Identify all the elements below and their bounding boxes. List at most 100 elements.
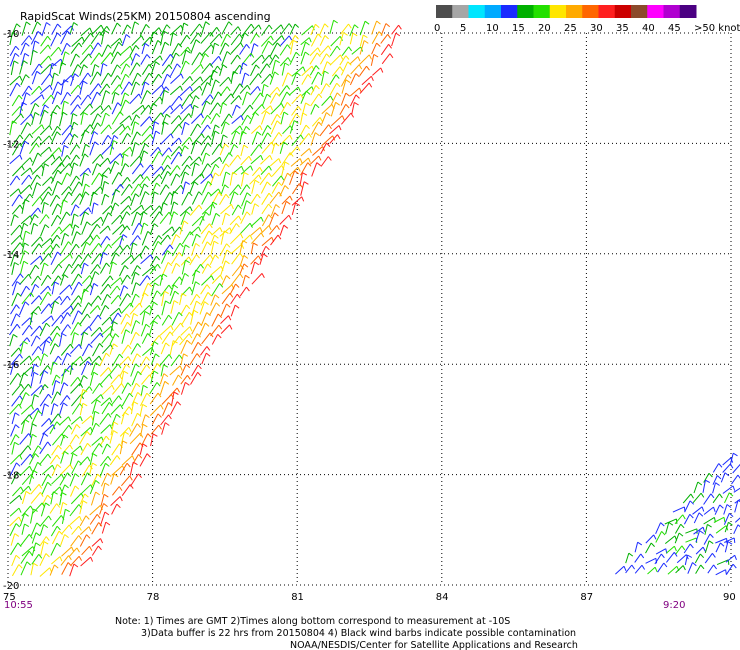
wind-barb-feather [205,152,211,157]
wind-barb-feather [57,413,62,419]
wind-barb-feather [137,371,142,375]
wind-barb-feather [631,564,636,570]
wind-barb [229,144,235,155]
wind-barb-feather [176,165,181,170]
wind-barb [100,397,111,407]
wind-barb-feather [44,224,50,229]
wind-barb [50,32,58,47]
wind-barb [79,500,84,515]
wind-barb [279,57,289,67]
wind-barb-feather [69,464,74,470]
wind-barb [210,156,221,166]
wind-barb [69,302,79,315]
wind-barb [40,64,51,74]
wind-barb [160,234,169,245]
wind-barb [71,394,82,407]
wind-barb-feather [352,32,358,37]
wind-barb-feather [338,125,342,131]
wind-barb [331,66,341,77]
wind-barb [171,242,181,257]
wind-barb-feather [283,111,289,116]
wind-barb [299,133,310,146]
wind-barb-feather [713,564,718,570]
wind-barb-feather [53,72,59,77]
wind-barb [50,300,55,314]
wind-barb [269,92,277,104]
wind-barb [230,243,243,255]
wind-barb-feather [158,174,163,179]
wind-barb-feather [105,112,110,117]
wind-barb [59,62,62,74]
wind-barb-feather [108,243,113,249]
wind-barb [171,226,180,237]
wind-barb [61,562,69,575]
wind-barb [149,255,157,267]
wind-barb [645,534,655,544]
wind-barb-feather [18,403,22,409]
wind-barb [90,332,101,345]
wind-barb [40,146,50,155]
wind-barb [725,563,734,575]
wind-barb [59,284,70,295]
wind-barb [109,153,121,165]
wind-barb-feather [325,83,331,88]
lat-tick-label: -10 [3,29,19,40]
wind-barb-feather [33,363,39,368]
wind-barb-feather [170,325,174,331]
wind-barb [41,494,48,506]
wind-barb [199,211,207,226]
wind-barb-feather [38,295,43,301]
wind-barb-feather [83,375,88,379]
wind-barb [99,225,109,234]
wind-barb [141,72,150,86]
wind-barb-feather [122,234,128,238]
wind-barb-feather [26,122,32,127]
wind-barb-feather [67,562,72,567]
wind-barb [9,82,18,97]
wind-barb-feather [35,264,40,270]
wind-barb [161,147,170,157]
wind-barb-feather [58,147,62,153]
wind-barb [703,516,715,525]
wind-barb-feather [136,211,142,216]
wind-barb [42,424,54,435]
wind-barb-feather [37,410,43,415]
wind-barb [239,184,248,196]
wind-barb-feather [125,99,130,104]
wind-barb-feather [38,243,43,248]
wind-barb [61,132,71,145]
wind-barb [260,246,267,257]
wind-barb [20,550,30,564]
wind-barb [349,87,360,97]
wind-barb [71,273,79,287]
wind-barb [230,95,240,105]
wind-barb-feather [90,556,94,562]
wind-barb [200,124,208,135]
wind-barb-feather [355,94,360,99]
wind-barb-feather [39,255,43,261]
legend-swatch [647,5,664,18]
wind-barb [241,200,247,215]
wind-barb-feather [209,94,214,99]
wind-barb [70,445,81,455]
wind-barb [230,26,239,36]
wind-barb-feather [157,392,162,398]
wind-barb-feather [207,142,212,147]
wind-barb-feather [268,225,272,231]
wind-barb [712,475,718,485]
wind-barb [282,125,291,135]
wind-barb [693,526,704,535]
wind-barb [51,181,58,196]
wind-barb [30,364,35,377]
wind-barb [51,314,62,327]
wind-barb [692,492,702,504]
wind-barb-feather [215,212,221,217]
wind-barb [69,515,80,525]
wind-barb-feather [17,292,22,297]
wind-barb [10,234,21,245]
wind-barb [200,284,208,295]
wind-barb-feather [179,242,184,248]
wind-barb-feather [96,71,102,76]
wind-barb [129,235,139,246]
wind-barb-feather [24,301,30,306]
